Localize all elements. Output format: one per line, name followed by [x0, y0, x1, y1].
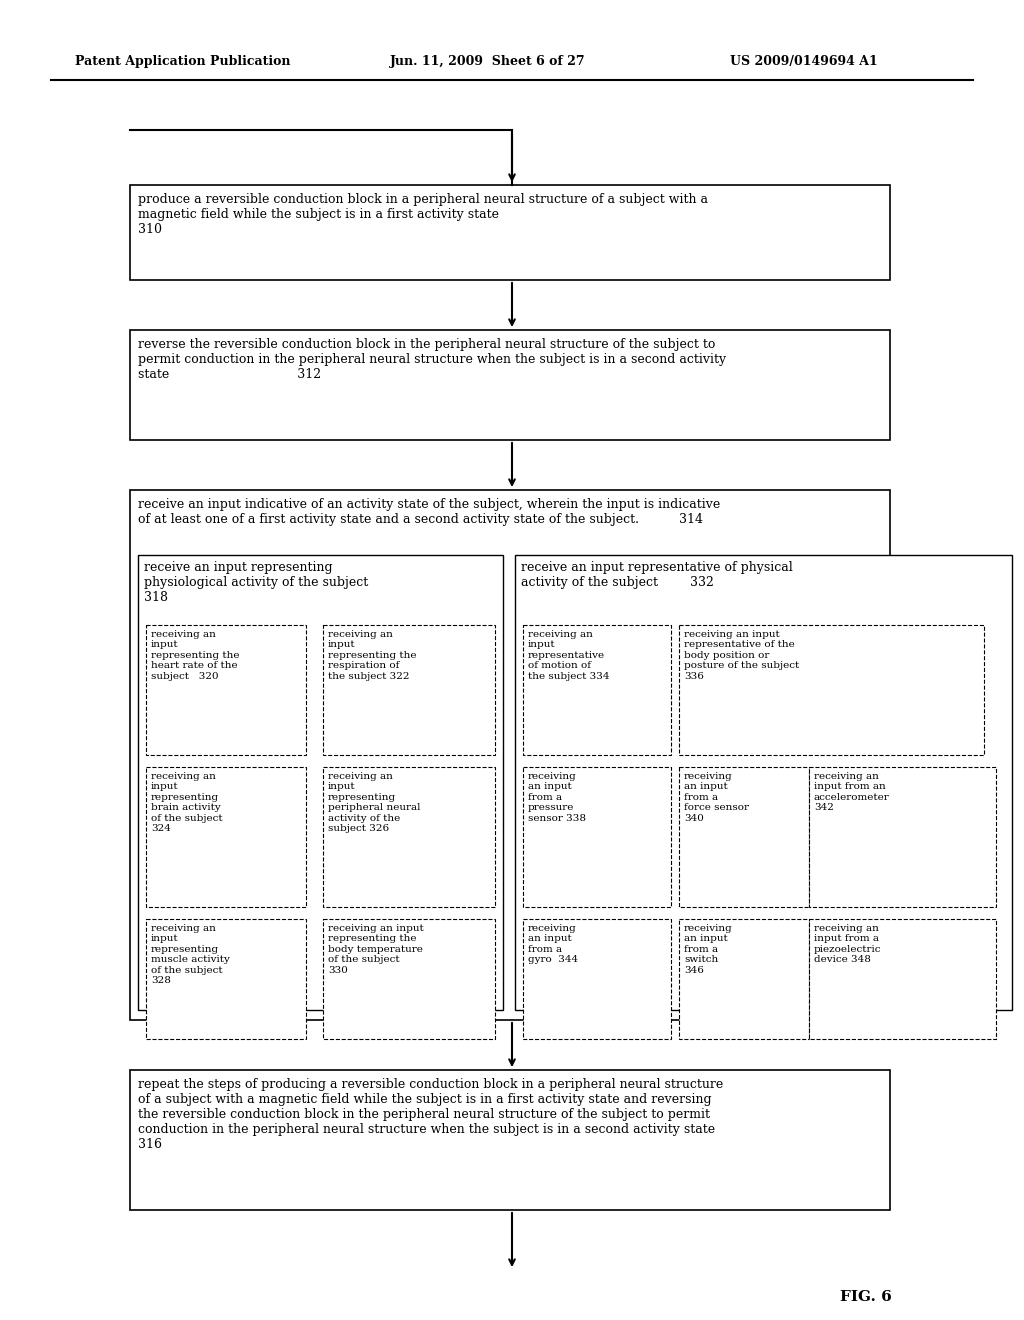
Text: receiving
an input
from a
gyro  344: receiving an input from a gyro 344 — [528, 924, 579, 964]
FancyBboxPatch shape — [523, 624, 671, 755]
FancyBboxPatch shape — [679, 767, 809, 907]
Text: repeat the steps of producing a reversible conduction block in a peripheral neur: repeat the steps of producing a reversib… — [138, 1078, 723, 1151]
FancyBboxPatch shape — [515, 554, 1012, 1010]
Text: receiving an
input
representing the
respiration of
the subject 322: receiving an input representing the resp… — [328, 630, 417, 681]
FancyBboxPatch shape — [130, 490, 890, 1020]
Text: receive an input representative of physical
activity of the subject        332: receive an input representative of physi… — [521, 561, 793, 589]
Text: receiving an input
representative of the
body position or
posture of the subject: receiving an input representative of the… — [684, 630, 800, 681]
FancyBboxPatch shape — [323, 624, 495, 755]
FancyBboxPatch shape — [679, 919, 809, 1039]
Text: receiving
an input
from a
switch
346: receiving an input from a switch 346 — [684, 924, 733, 974]
Text: receiving
an input
from a
force sensor
340: receiving an input from a force sensor 3… — [684, 772, 749, 822]
Text: receiving
an input
from a
pressure
sensor 338: receiving an input from a pressure senso… — [528, 772, 586, 822]
FancyBboxPatch shape — [523, 767, 671, 907]
FancyBboxPatch shape — [323, 767, 495, 907]
FancyBboxPatch shape — [146, 919, 306, 1039]
Text: receiving an
input from a
piezoelectric
device 348: receiving an input from a piezoelectric … — [814, 924, 882, 964]
FancyBboxPatch shape — [130, 185, 890, 280]
FancyBboxPatch shape — [809, 767, 996, 907]
FancyBboxPatch shape — [523, 919, 671, 1039]
FancyBboxPatch shape — [130, 330, 890, 440]
Text: receiving an
input from an
accelerometer
342: receiving an input from an accelerometer… — [814, 772, 890, 812]
FancyBboxPatch shape — [809, 919, 996, 1039]
Text: Jun. 11, 2009  Sheet 6 of 27: Jun. 11, 2009 Sheet 6 of 27 — [390, 55, 586, 69]
Text: produce a reversible conduction block in a peripheral neural structure of a subj: produce a reversible conduction block in… — [138, 193, 708, 236]
FancyBboxPatch shape — [679, 624, 984, 755]
Text: receive an input representing
physiological activity of the subject
318: receive an input representing physiologi… — [144, 561, 369, 605]
Text: receiving an
input
representing
muscle activity
of the subject
328: receiving an input representing muscle a… — [151, 924, 229, 985]
Text: receiving an input
representing the
body temperature
of the subject
330: receiving an input representing the body… — [328, 924, 424, 974]
Text: receiving an
input
representing
peripheral neural
activity of the
subject 326: receiving an input representing peripher… — [328, 772, 421, 833]
FancyBboxPatch shape — [323, 919, 495, 1039]
Text: receiving an
input
representing
brain activity
of the subject
324: receiving an input representing brain ac… — [151, 772, 222, 833]
FancyBboxPatch shape — [146, 767, 306, 907]
Text: Patent Application Publication: Patent Application Publication — [75, 55, 291, 69]
FancyBboxPatch shape — [146, 624, 306, 755]
FancyBboxPatch shape — [138, 554, 503, 1010]
Text: receiving an
input
representing the
heart rate of the
subject   320: receiving an input representing the hear… — [151, 630, 240, 681]
Text: receive an input indicative of an activity state of the subject, wherein the inp: receive an input indicative of an activi… — [138, 498, 720, 525]
Text: US 2009/0149694 A1: US 2009/0149694 A1 — [730, 55, 878, 69]
FancyBboxPatch shape — [130, 1071, 890, 1210]
Text: receiving an
input
representative
of motion of
the subject 334: receiving an input representative of mot… — [528, 630, 609, 681]
Text: FIG. 6: FIG. 6 — [840, 1290, 892, 1304]
Text: reverse the reversible conduction block in the peripheral neural structure of th: reverse the reversible conduction block … — [138, 338, 726, 381]
